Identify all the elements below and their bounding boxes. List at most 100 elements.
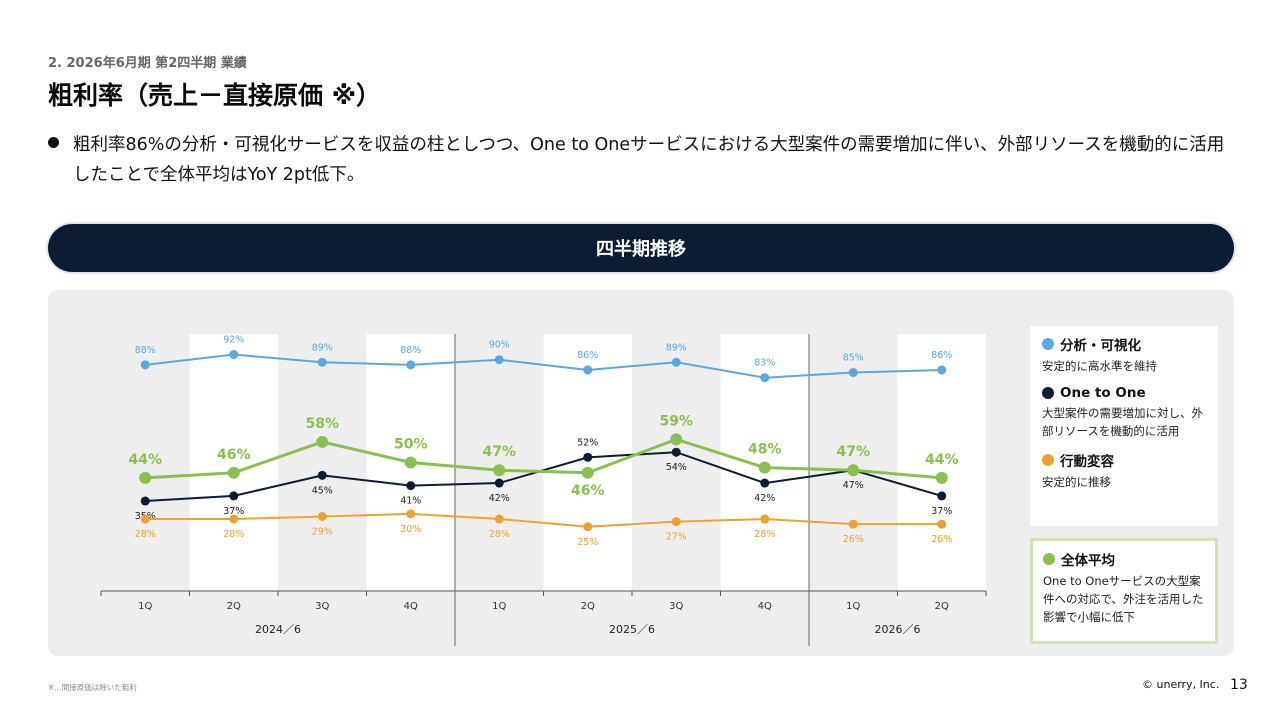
data-point <box>406 481 416 491</box>
data-label: 37% <box>931 506 952 517</box>
data-label: 90% <box>489 340 510 351</box>
legend-dot <box>1043 553 1055 565</box>
series-line <box>145 512 942 528</box>
data-label: 37% <box>223 506 244 517</box>
data-label: 28% <box>135 529 156 540</box>
data-label: 47% <box>843 480 864 491</box>
data-label: 92% <box>223 335 244 346</box>
data-label: 47% <box>836 444 870 460</box>
data-point <box>140 360 150 370</box>
x-tick-label: 1Q <box>846 601 860 612</box>
x-tick-label: 4Q <box>758 601 772 612</box>
data-point <box>937 491 947 501</box>
data-label: 44% <box>128 452 162 468</box>
legend-box-average: 全体平均 One to Oneサービスの大型案件への対応で、外注を活用した影響で… <box>1030 538 1218 644</box>
data-point <box>494 514 504 524</box>
data-label: 41% <box>400 496 421 507</box>
data-label: 89% <box>666 342 687 353</box>
data-label: 52% <box>577 437 598 448</box>
legend-dot <box>1042 338 1054 350</box>
data-point <box>671 357 681 367</box>
data-point <box>227 466 240 479</box>
legend-box: 分析・可視化 安定的に高水準を維持 One to One 大型案件の需要増加に対… <box>1030 326 1218 526</box>
data-label: 46% <box>217 447 251 463</box>
data-point <box>140 496 150 506</box>
data-point <box>229 514 239 524</box>
data-point <box>758 461 771 474</box>
x-tick-label: 2Q <box>227 601 241 612</box>
data-label: 42% <box>489 493 510 504</box>
legend-dot <box>1042 387 1054 399</box>
x-tick-label: 2Q <box>581 601 595 612</box>
data-label: 50% <box>394 437 428 453</box>
group-label: 2026／6 <box>875 623 921 636</box>
data-point <box>583 522 593 532</box>
legend-desc: 大型案件の需要増加に対し、外部リソースを機動的に活用 <box>1042 406 1203 438</box>
x-tick-label: 3Q <box>315 601 329 612</box>
data-point <box>671 517 681 527</box>
group-label: 2024／6 <box>255 623 301 636</box>
x-tick-label: 2Q <box>935 601 949 612</box>
x-tick-label: 1Q <box>492 601 506 612</box>
chart-banner: 四半期推移 <box>48 224 1234 272</box>
data-point <box>671 447 681 457</box>
group-label: 2025／6 <box>609 623 655 636</box>
data-label: 28% <box>223 529 244 540</box>
data-point <box>935 471 948 484</box>
legend-item-analysis: 分析・可視化 安定的に高水準を維持 <box>1042 334 1206 375</box>
legend-name: 行動変容 <box>1060 454 1114 470</box>
data-label: 83% <box>754 358 775 369</box>
page-title: 粗利率（売上－直接原価 ※） <box>48 81 382 110</box>
data-label: 27% <box>666 532 687 543</box>
data-point <box>583 452 593 462</box>
data-point <box>583 365 593 375</box>
data-label: 88% <box>135 345 156 356</box>
data-label: 25% <box>577 537 598 548</box>
data-label: 45% <box>312 485 333 496</box>
legend-desc: 安定的に高水準を維持 <box>1042 359 1157 373</box>
data-point <box>760 478 770 488</box>
data-label: 59% <box>659 413 693 429</box>
series-line <box>145 437 942 480</box>
data-label: 30% <box>400 524 421 535</box>
column-band <box>897 334 986 591</box>
data-label: 29% <box>312 526 333 537</box>
data-point <box>406 509 416 519</box>
data-label: 46% <box>571 483 605 499</box>
data-label: 86% <box>577 350 598 361</box>
data-point <box>937 365 947 375</box>
legend-item-one-to-one: One to One 大型案件の需要増加に対し、外部リソースを機動的に活用 <box>1042 385 1206 440</box>
page-number: 13 <box>1230 677 1248 693</box>
data-point <box>937 519 947 529</box>
data-label: 26% <box>931 534 952 545</box>
data-label: 48% <box>748 442 782 458</box>
banner-label: 四半期推移 <box>596 239 686 260</box>
data-point <box>848 368 858 378</box>
legend-item-average: 全体平均 One to Oneサービスの大型案件への対応で、外注を活用した影響で… <box>1043 549 1205 626</box>
section-label: 2. 2026年6月期 第2四半期 業績 <box>48 56 247 71</box>
bullet-point: 粗利率86%の分析・可視化サービスを収益の柱としつつ、One to Oneサービ… <box>48 130 1228 190</box>
data-point <box>848 519 858 529</box>
copyright: © unerry, Inc. <box>1142 678 1220 691</box>
x-tick-label: 1Q <box>138 601 152 612</box>
data-point <box>140 514 150 524</box>
data-point <box>229 491 239 501</box>
bullet-text: 粗利率86%の分析・可視化サービスを収益の柱としつつ、One to Oneサービ… <box>73 135 1225 185</box>
legend-desc: One to Oneサービスの大型案件への対応で、外注を活用した影響で小幅に低下 <box>1043 574 1204 624</box>
x-tick-label: 4Q <box>404 601 418 612</box>
legend-dot <box>1042 454 1054 466</box>
data-label: 54% <box>666 462 687 473</box>
data-point <box>317 470 327 480</box>
data-point <box>494 355 504 365</box>
series-line <box>145 353 942 379</box>
data-point <box>317 357 327 367</box>
legend-desc: 安定的に推移 <box>1042 475 1111 489</box>
data-point <box>670 433 683 446</box>
data-point <box>406 360 416 370</box>
legend-name: One to One <box>1060 385 1146 401</box>
data-label: 42% <box>754 493 775 504</box>
data-label: 85% <box>843 353 864 364</box>
data-point <box>229 350 239 360</box>
data-label: 58% <box>305 416 339 432</box>
legend-name: 全体平均 <box>1061 553 1115 569</box>
